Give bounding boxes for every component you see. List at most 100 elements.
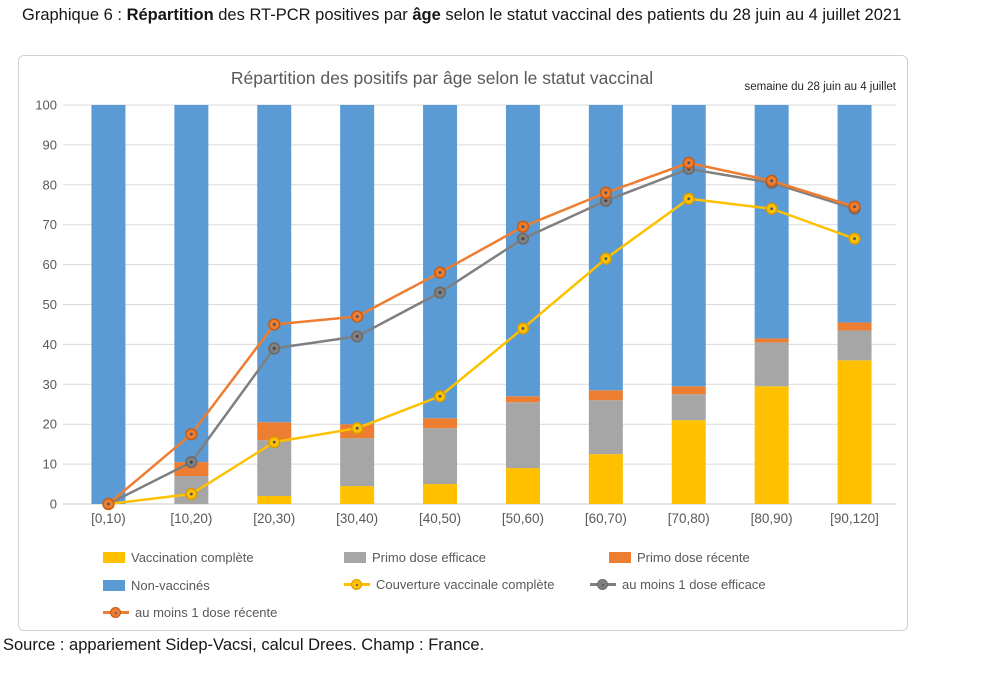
bar-segment: [423, 418, 458, 429]
bar-segment: [505, 396, 540, 403]
data-line: [108, 197, 855, 506]
bar-segment: [671, 105, 706, 387]
caption-part: Graphique 6 :: [22, 6, 127, 24]
bar-segment: [754, 386, 789, 504]
caption-part: selon le statut vaccinal des patients du…: [440, 6, 902, 24]
figure-caption: Graphique 6 : Répartition des RT-PCR pos…: [22, 5, 974, 27]
legend-item-non-vaccines: Non-vaccinés: [103, 578, 210, 593]
y-axis-labels: 0 10 20 30 40 50 60 70 80 90 100: [35, 98, 57, 512]
chart-container: 0 10 20 30 40 50 60 70 80 90 100 [0,10) [10,20) [20,…: [18, 55, 908, 631]
line-marker-dot: [189, 432, 193, 436]
line-marker-dot: [438, 271, 442, 274]
line-marker-dot: [853, 237, 856, 241]
bar-segment: [754, 105, 789, 339]
bar-segment: [837, 330, 872, 361]
line-marker-dot: [521, 237, 525, 241]
y-tick-label: 20: [43, 417, 57, 432]
legend-line-marker-yellow: [344, 578, 370, 591]
legend-swatch-blue: [103, 580, 125, 591]
line-marker-dot: [604, 191, 608, 195]
data-line: [107, 161, 855, 505]
line-marker-dot: [770, 207, 774, 211]
bar-segment: [505, 468, 540, 504]
bars-layer: [91, 105, 872, 504]
bar-segment: [754, 338, 789, 343]
source-note: Source : appariement Sidep-Vacsi, calcul…: [3, 636, 485, 654]
bar-segment: [837, 322, 872, 331]
bar-segment: [754, 342, 789, 387]
y-tick-label: 100: [35, 98, 57, 113]
bar-segment: [257, 496, 292, 504]
caption-part: des RT-PCR positives par: [213, 6, 413, 24]
y-tick-label: 10: [43, 457, 57, 472]
legend-item-couverture-vaccinale: Couverture vaccinale complète: [344, 577, 554, 592]
line-marker-dot: [604, 199, 608, 203]
y-tick-label: 0: [50, 497, 57, 512]
legend-label: au moins 1 dose efficace: [622, 577, 766, 592]
caption-part-bold: âge: [412, 6, 441, 24]
line-marker-dot: [355, 315, 359, 318]
line-marker-dot: [853, 205, 856, 209]
bar-segment: [588, 105, 623, 391]
legend-item-primo-dose-recente: Primo dose récente: [609, 550, 750, 565]
bar-segment: [340, 438, 375, 487]
x-tick-label: [0,10): [91, 511, 126, 526]
bar-segment: [671, 394, 706, 421]
line-marker-dot: [438, 394, 442, 398]
x-axis-labels: [0,10) [10,20) [20,30) [30,40) [40,50) [50,60…: [91, 511, 879, 526]
chart-annotation: semaine du 28 juin au 4 juillet: [744, 81, 896, 93]
line-marker-dot: [521, 225, 525, 229]
bar-segment: [257, 422, 292, 441]
y-tick-label: 40: [43, 337, 57, 352]
line-marker-dot: [687, 161, 691, 165]
line-marker-dot: [521, 327, 525, 330]
legend-swatch-gray: [344, 552, 366, 563]
x-tick-label: [80,90): [751, 511, 793, 526]
bar-segment: [671, 420, 706, 504]
bar-segment: [837, 360, 872, 504]
line-marker-dot: [189, 460, 193, 464]
y-tick-label: 50: [43, 297, 57, 312]
line-marker-dot: [604, 257, 608, 261]
bar-segment: [423, 105, 458, 419]
legend-label: Non-vaccinés: [131, 578, 210, 593]
chart-title: Répartition des positifs par âge selon l…: [231, 68, 653, 88]
bar-segment: [588, 390, 623, 401]
bar-segment: [423, 484, 458, 504]
legend-item-au-moins-1-dose-recente: au moins 1 dose récente: [103, 605, 277, 620]
legend-swatch-yellow: [103, 552, 125, 563]
line-marker-dot: [272, 440, 276, 444]
line-marker-dot: [355, 426, 359, 430]
bar-segment: [588, 454, 623, 504]
caption-part-bold: Répartition: [126, 6, 214, 24]
x-tick-label: [20,30): [253, 511, 295, 526]
legend-swatch-orange: [609, 552, 631, 563]
bar-segment: [91, 105, 126, 504]
y-tick-label: 30: [43, 377, 57, 392]
legend-label: Couverture vaccinale complète: [376, 577, 555, 592]
legend-label: Primo dose efficace: [372, 550, 486, 565]
line-marker-dot: [438, 291, 442, 294]
bar-segment: [588, 400, 623, 455]
legend-label: Primo dose récente: [637, 550, 750, 565]
line-marker-dot: [107, 502, 110, 506]
bar-segment: [505, 105, 540, 397]
bar-segment: [340, 105, 375, 425]
data-line: [107, 167, 855, 506]
line-marker-dot: [355, 335, 359, 338]
y-tick-label: 80: [43, 177, 57, 192]
x-tick-label: [50,60): [502, 511, 544, 526]
x-tick-label: [90,120]: [830, 511, 879, 526]
lines-layer: [102, 156, 861, 511]
legend-label: au moins 1 dose récente: [135, 605, 278, 620]
line-marker-dot: [770, 179, 774, 183]
chart-svg: 0 10 20 30 40 50 60 70 80 90 100 [0,10) [10,20) [20,…: [35, 68, 896, 526]
line-marker-dot: [272, 346, 276, 350]
legend-line-marker-gray: [590, 578, 616, 591]
x-tick-label: [10,20): [170, 511, 212, 526]
line-marker-dot: [687, 197, 691, 201]
bar-segment: [423, 428, 458, 485]
bar-segment: [671, 386, 706, 395]
line-marker-dot: [189, 492, 193, 496]
